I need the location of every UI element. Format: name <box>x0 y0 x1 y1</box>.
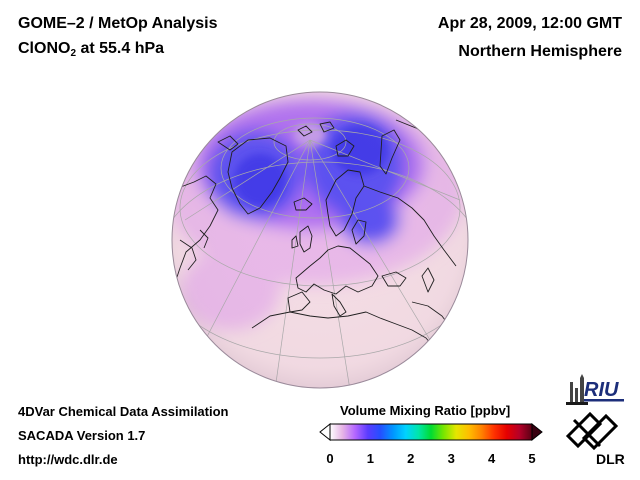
footer-version: SACADA Version 1.7 <box>18 428 146 443</box>
colorbar <box>318 421 544 443</box>
colorbar-tick-label: 5 <box>528 451 536 466</box>
riu-logo-mark <box>566 374 588 405</box>
riu-logo-text: RIU <box>584 379 619 401</box>
colorbar-tick-label: 2 <box>407 451 415 466</box>
riu-logo: RIU <box>560 372 630 406</box>
map-date: Apr 28, 2009, 12:00 GMT <box>437 15 622 32</box>
colorbar-left-arrow <box>319 422 331 442</box>
map-region: Northern Hemisphere <box>458 43 622 60</box>
colorbar-tick-label: 1 <box>366 451 375 466</box>
dlr-logo: DLR <box>560 410 630 468</box>
dlr-logo-mark <box>565 411 619 451</box>
globe-map <box>160 80 480 400</box>
colorbar-right-arrow <box>531 422 543 442</box>
globe-shading <box>172 92 468 388</box>
globe-field <box>172 92 468 388</box>
colorbar-tick-label: 3 <box>447 451 455 466</box>
map-title: GOME–2 / MetOp Analysis <box>18 15 218 32</box>
colorbar-tick-label: 4 <box>487 451 496 466</box>
footer-url[interactable]: http://wdc.dlr.de <box>18 452 118 467</box>
dlr-logo-text: DLR <box>596 451 625 467</box>
globe-outline <box>171 91 469 389</box>
colorbar-ramp <box>329 423 533 441</box>
colorbar-tick-label: 0 <box>326 451 334 466</box>
footer-method: 4DVar Chemical Data Assimilation <box>18 404 229 419</box>
colorbar-title: Volume Mixing Ratio [ppbv] <box>340 403 511 418</box>
map-subtitle: ClONO2 at 55.4 hPa <box>18 40 165 59</box>
